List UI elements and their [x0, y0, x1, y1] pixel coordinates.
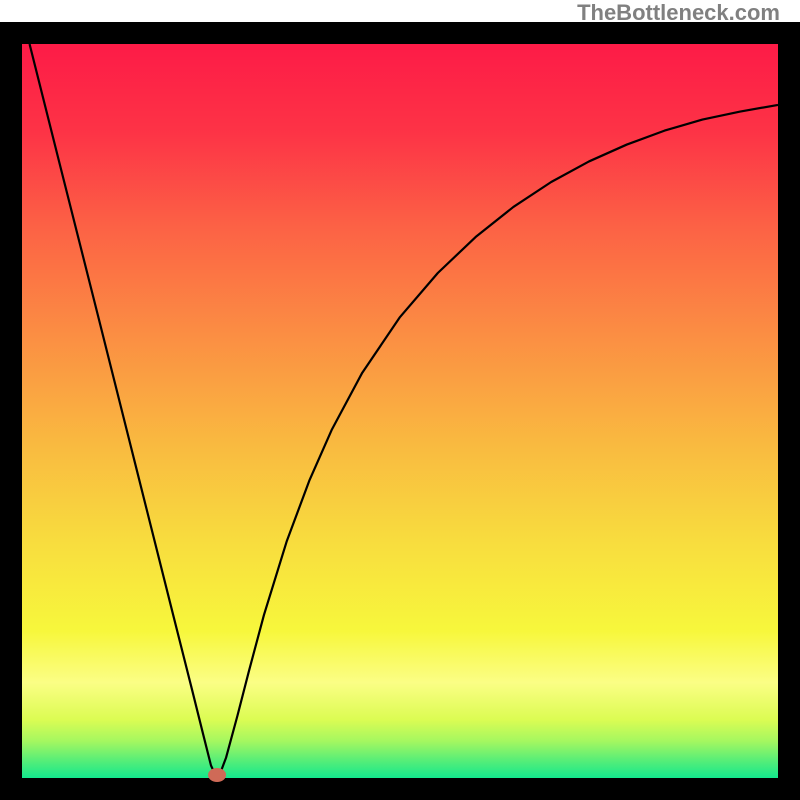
plot-svg	[0, 0, 800, 800]
chart-container: TheBottleneck.com	[0, 0, 800, 800]
watermark-text: TheBottleneck.com	[577, 0, 780, 26]
min-marker	[208, 768, 226, 782]
plot-background	[22, 44, 778, 778]
